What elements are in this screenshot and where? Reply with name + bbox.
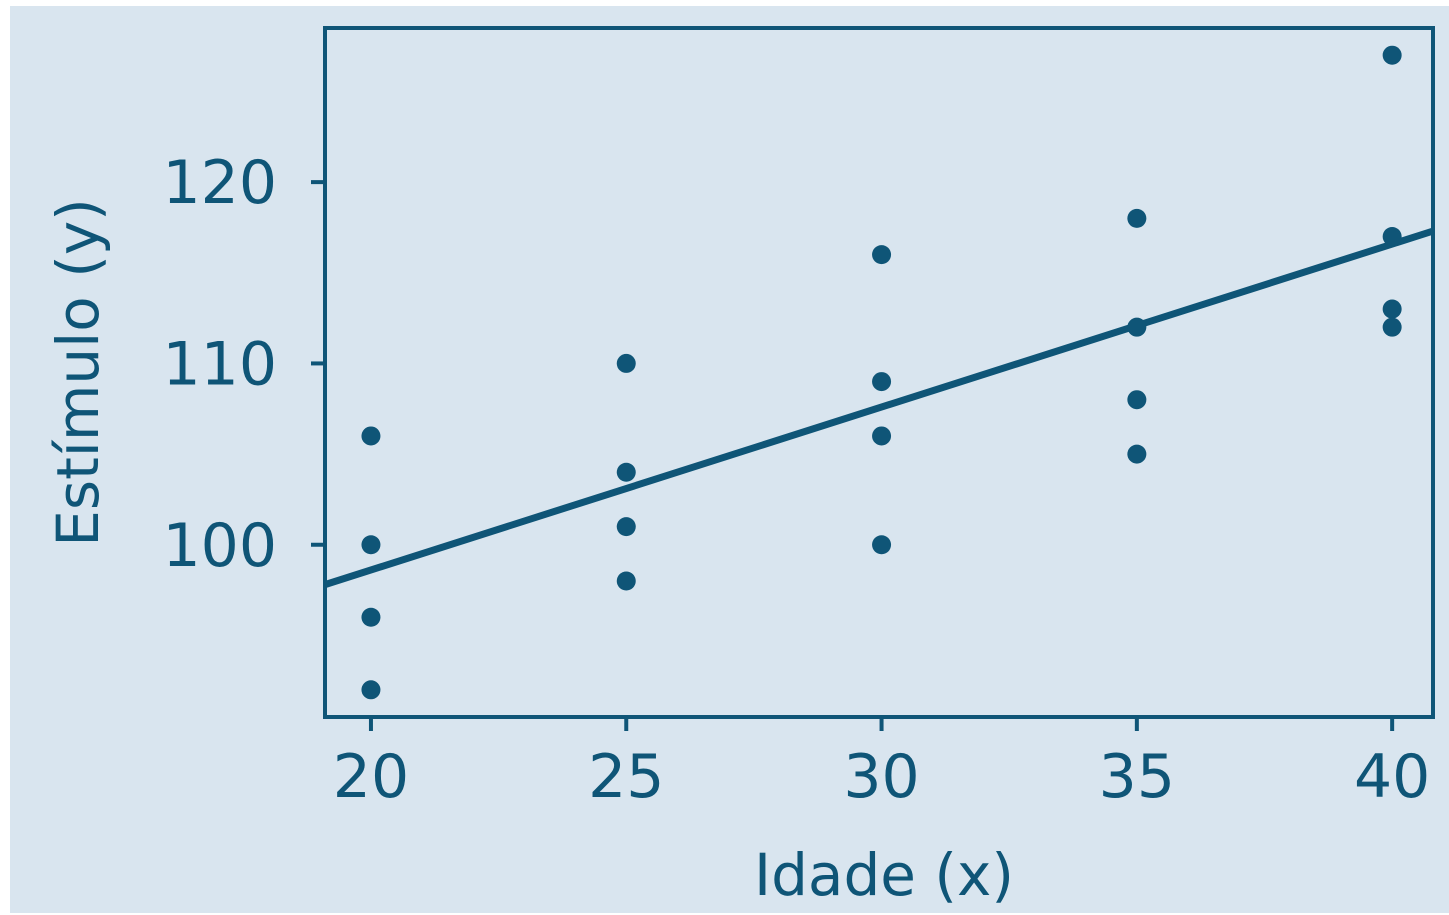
data-point <box>1383 300 1402 319</box>
y-axis-title: Estímulo (y) <box>44 198 112 547</box>
y-tick-label: 110 <box>162 329 277 399</box>
regression-line <box>325 231 1433 585</box>
x-tick-label: 40 <box>1354 742 1430 812</box>
x-tick-label: 30 <box>843 742 919 812</box>
data-point <box>872 426 891 445</box>
data-point <box>1127 390 1146 409</box>
data-point <box>617 463 636 482</box>
data-point <box>361 680 380 699</box>
data-point <box>1127 318 1146 337</box>
data-point <box>361 535 380 554</box>
data-point <box>617 517 636 536</box>
regression-line-group <box>325 231 1433 585</box>
y-tick-label: 120 <box>162 148 277 218</box>
x-tick-label: 20 <box>333 742 409 812</box>
y-axis: 100 110 120 <box>162 148 325 581</box>
data-point <box>1383 46 1402 65</box>
data-point <box>617 572 636 591</box>
data-point <box>872 535 891 554</box>
x-tick-label: 35 <box>1099 742 1175 812</box>
y-tick-label: 100 <box>162 511 277 581</box>
data-points <box>361 46 1401 700</box>
x-tick-label: 25 <box>588 742 664 812</box>
data-point <box>872 245 891 264</box>
data-point <box>1383 227 1402 246</box>
x-axis-title: Idade (x) <box>754 841 1014 909</box>
data-point <box>361 426 380 445</box>
data-point <box>872 372 891 391</box>
data-point <box>1127 445 1146 464</box>
data-point <box>617 354 636 373</box>
data-point <box>361 608 380 627</box>
data-point <box>1127 209 1146 228</box>
x-axis: 20 25 30 35 40 <box>333 717 1431 812</box>
data-point <box>1383 318 1402 337</box>
